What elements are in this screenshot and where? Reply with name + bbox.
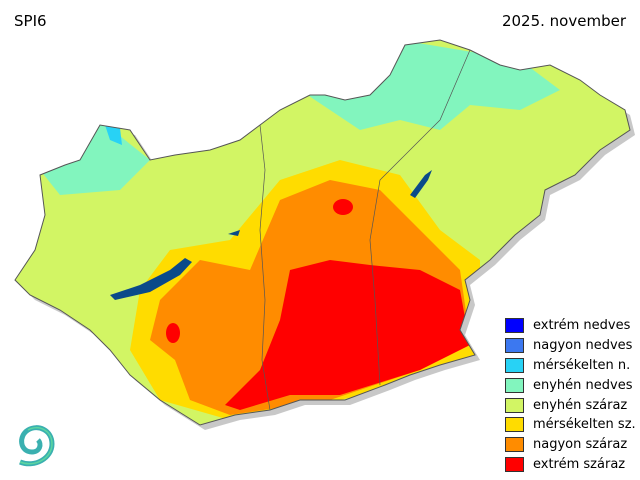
legend-label: nagyon nedves: [533, 338, 633, 354]
legend-item: enyhén száraz: [505, 395, 636, 415]
legend-item: nagyon nedves: [505, 336, 636, 356]
lake-tisza: [410, 170, 432, 198]
lake-balaton: [110, 258, 192, 300]
legend-swatch: [505, 318, 524, 334]
index-title: SPI6: [14, 12, 47, 30]
legend-swatch: [505, 456, 524, 472]
zone-slightly-wet-west: [40, 120, 150, 195]
legend-item: mérsékelten sz.: [505, 415, 636, 435]
legend-item: extrém száraz: [505, 455, 636, 475]
legend-label: enyhén nedves: [533, 377, 633, 393]
spiral-logo-icon: [19, 425, 55, 467]
legend-item: enyhén nedves: [505, 375, 636, 395]
legend-swatch: [505, 338, 524, 354]
lake-velence: [228, 230, 240, 236]
legend-label: extrém száraz: [533, 456, 626, 472]
zone-extreme-dry: [225, 260, 470, 410]
zone-moderate-wet: [105, 125, 122, 145]
river: [259, 124, 271, 411]
legend-label: mérsékelten sz.: [533, 417, 636, 433]
zone-extreme-dry-spot: [333, 199, 353, 215]
period-title: 2025. november: [501, 12, 626, 30]
legend-label: extrém nedves: [533, 318, 631, 334]
legend-swatch: [505, 357, 524, 373]
legend-swatch: [505, 377, 524, 393]
legend-swatch: [505, 437, 524, 453]
legend-label: nagyon száraz: [533, 437, 628, 453]
legend-item: nagyon száraz: [505, 435, 636, 455]
river: [369, 49, 471, 386]
legend-swatch: [505, 397, 524, 413]
legend-label: enyhén száraz: [533, 397, 628, 413]
legend-label: mérsékelten n.: [533, 357, 631, 373]
legend-swatch: [505, 417, 524, 433]
legend-item: extrém nedves: [505, 316, 636, 336]
legend: extrém nedves nagyon nedves mérsékelten …: [505, 316, 636, 474]
zone-extreme-dry-spot: [166, 323, 180, 343]
legend-item: mérsékelten n.: [505, 356, 636, 376]
